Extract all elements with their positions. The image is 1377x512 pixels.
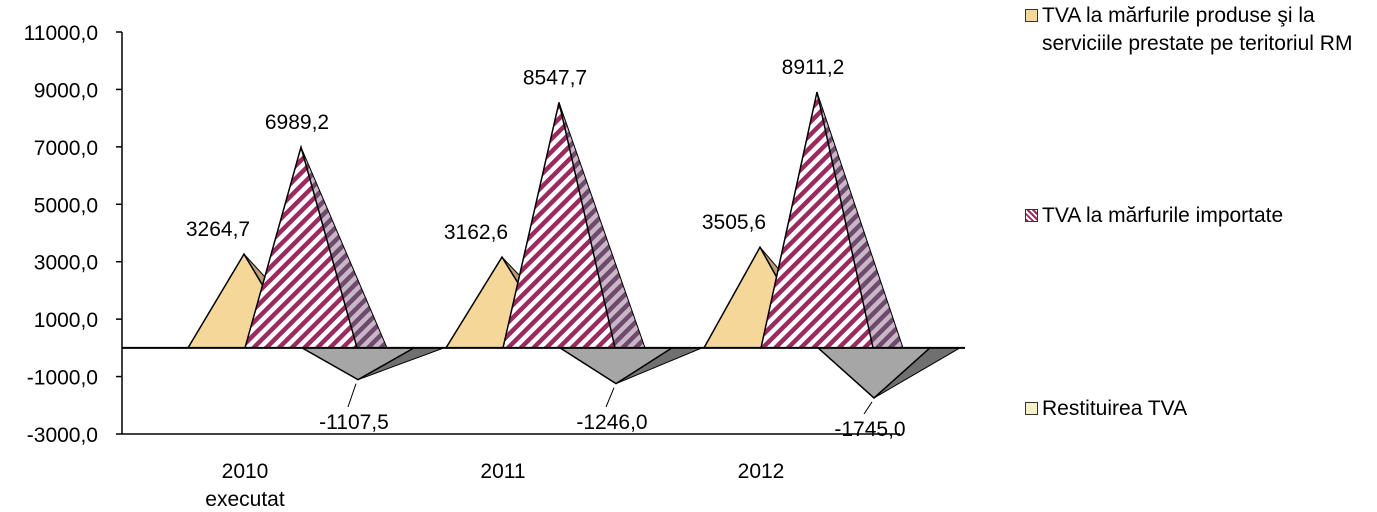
x-category-label: 2010 (222, 460, 269, 483)
y-tick-label: 9000,0 (34, 79, 98, 102)
data-label-0-1: 3162,6 (444, 221, 508, 244)
y-tick-label: -1000,0 (27, 367, 98, 390)
pyramid-edge-2-0 (301, 347, 415, 381)
x-category-label: executat (205, 488, 285, 511)
legend-label-vat-refund: Restituirea TVA (1042, 397, 1188, 420)
pyramid-front-2-1 (560, 347, 672, 384)
pyramid-edge-1-1 (502, 102, 616, 349)
leader-line-2 (863, 401, 873, 415)
pyramid-front-2-2 (818, 347, 930, 398)
data-label-1-2: 8911,2 (782, 56, 845, 79)
chart-legend: TVA la mărfurile produse şi la serviciil… (1025, 0, 1375, 512)
pyramid-front-1-2 (761, 91, 873, 348)
leader-line-1 (605, 387, 615, 408)
legend-swatch-import-vat (1025, 209, 1038, 222)
legend-swatch-vat-refund (1025, 402, 1038, 415)
y-tick-label: 3000,0 (34, 252, 98, 275)
legend-label-import-vat: TVA la mărfurile importate (1042, 204, 1284, 227)
y-tick-label: -3000,0 (27, 424, 98, 447)
legend-item-import-vat: TVA la mărfurile importate (1025, 202, 1362, 230)
pyramid-edge-1-0 (244, 144, 358, 349)
pyramid-front-1-1 (503, 102, 615, 348)
x-category-label: 2011 (480, 460, 525, 483)
y-tick-label: 11000,0 (24, 22, 98, 45)
data-label-0-2: 3505,6 (702, 211, 766, 234)
x-category-label: 2012 (738, 460, 785, 483)
chart-plot: -3000,0 -1000,0 1000,0 3000,0 5000,0 7000,0 90… (24, 22, 965, 511)
y-tick-label: 5000,0 (34, 194, 98, 217)
data-label-2-0: -1107,5 (319, 411, 389, 434)
data-label-0-0: 3264,7 (186, 218, 250, 241)
data-label-1-1: 8547,7 (523, 66, 587, 89)
data-label-1-0: 6989,2 (265, 111, 329, 134)
legend-label-domestic-vat: TVA la mărfurile produse şi la serviciil… (1042, 4, 1353, 55)
legend-swatch-domestic-vat (1025, 9, 1038, 22)
y-tick-label: 7000,0 (34, 137, 98, 160)
pyramid-edge-2-1 (559, 347, 673, 385)
pyramid-edge-1-2 (760, 91, 874, 349)
y-tick-label: 1000,0 (34, 309, 98, 332)
pyramid-front-2-0 (302, 347, 414, 380)
legend-item-domestic-vat: TVA la mărfurile produse şi la serviciil… (1025, 2, 1362, 58)
legend-item-vat-refund: Restituirea TVA (1025, 395, 1362, 423)
data-label-2-1: -1246,0 (576, 411, 647, 434)
pyramid-edge-2-2 (817, 347, 931, 399)
pyramid-front-1-0 (245, 147, 357, 348)
data-label-2-2: -1745,0 (834, 418, 905, 441)
leader-line-0 (347, 383, 357, 408)
